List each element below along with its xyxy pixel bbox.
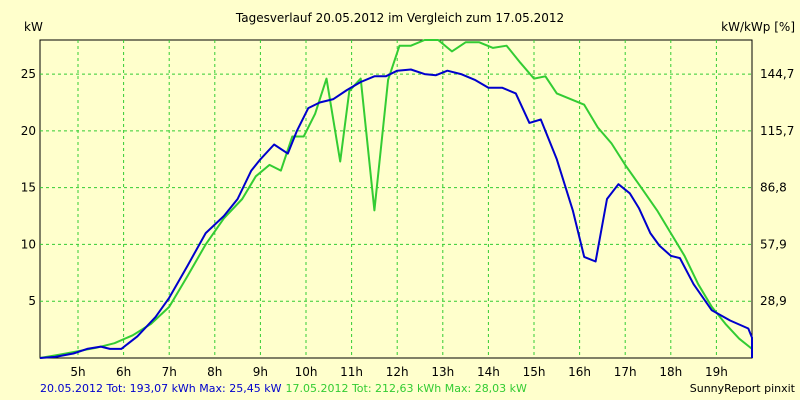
plot-background (39, 39, 753, 359)
legend: 20.05.2012 Tot: 193,07 kWh Max: 25,45 kW… (40, 382, 527, 395)
y-right-tick-label: 144,7 (760, 67, 794, 81)
x-tick-label: 11h (340, 365, 363, 379)
x-tick-label: 15h (523, 365, 546, 379)
y-left-axis-ticks: 5 10 15 20 25 (21, 67, 36, 308)
series-layer (39, 39, 753, 359)
legend-series-2-stats: Tot: 212,63 kWh Max: 28,03 kW (348, 382, 527, 395)
legend-series-1-date: 20.05.2012 (40, 382, 103, 395)
x-tick-label: 6h (116, 365, 131, 379)
y-right-tick-label: 86,8 (760, 181, 787, 195)
series-line-17.05.2012 (39, 39, 753, 359)
y-right-tick-label: 115,7 (760, 124, 794, 138)
y-right-tick-label: 57,9 (760, 237, 787, 251)
horizontal-gridlines (40, 73, 752, 302)
x-tick-label: 19h (705, 365, 728, 379)
x-tick-label: 10h (295, 365, 318, 379)
chart-title: Tagesverlauf 20.05.2012 im Vergleich zum… (235, 11, 564, 25)
credit-label: SunnyReport pinxit (690, 382, 796, 395)
x-tick-label: 7h (162, 365, 177, 379)
y-right-tick-label: 28,9 (760, 294, 787, 308)
y-left-tick-label: 10 (21, 237, 36, 251)
x-tick-label: 16h (568, 365, 591, 379)
legend-series-1-stats: Tot: 193,07 kWh Max: 25,45 kW (103, 382, 282, 395)
y-right-unit-label: kW/kWp [%] (721, 20, 795, 34)
x-axis-ticks: 5h 6h 7h 8h 9h 10h 11h 12h 13h 14h 15h 16h 17h 18h 19h (70, 365, 727, 379)
y-left-tick-label: 25 (21, 67, 36, 81)
x-tick-label: 9h (253, 365, 268, 379)
x-tick-label: 18h (659, 365, 682, 379)
x-tick-label: 17h (614, 365, 637, 379)
x-tick-label: 14h (477, 365, 500, 379)
plot-area (39, 39, 753, 359)
series-line-20.05.2012 (39, 68, 753, 359)
x-tick-label: 5h (70, 365, 85, 379)
legend-series-2-date: 17.05.2012 (285, 382, 348, 395)
y-left-tick-label: 5 (28, 294, 36, 308)
y-left-unit-label: kW (24, 20, 43, 34)
y-left-tick-label: 15 (21, 181, 36, 195)
x-tick-label: 8h (207, 365, 222, 379)
x-tick-label: 13h (431, 365, 454, 379)
y-left-tick-label: 20 (21, 124, 36, 138)
y-right-axis-ticks: 28,9 57,9 86,8 115,7 144,7 (760, 67, 794, 308)
x-tick-label: 12h (386, 365, 409, 379)
